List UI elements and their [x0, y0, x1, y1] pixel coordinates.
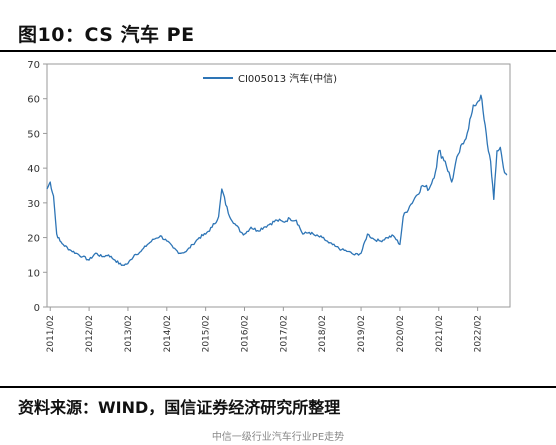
x-tick-label: 2019/02 — [357, 315, 367, 352]
source-note: 资料来源：WIND，国信证券经济研究所整理 — [18, 398, 341, 417]
figure-title: 图10：CS 汽车 PE — [18, 24, 195, 46]
y-tick-label: 0 — [34, 303, 40, 314]
x-tick-label: 2016/02 — [241, 315, 251, 352]
y-tick-label: 10 — [27, 268, 40, 279]
legend-label: CI005013 汽车(中信) — [238, 72, 337, 85]
x-tick-label: 2014/02 — [163, 315, 173, 352]
y-tick-label: 70 — [27, 60, 40, 71]
x-tick-label: 2017/02 — [279, 315, 289, 352]
x-tick-label: 2015/02 — [202, 315, 212, 352]
footer-caption: 中信一级行业汽车行业PE走势 — [211, 432, 345, 443]
x-tick-label: 2020/02 — [396, 315, 406, 352]
x-tick-label: 2012/02 — [85, 315, 95, 352]
x-tick-label: 2011/02 — [46, 315, 56, 352]
x-tick-label: 2018/02 — [318, 315, 328, 352]
y-tick-label: 40 — [27, 164, 40, 175]
x-tick-label: 2022/02 — [474, 315, 484, 352]
plot-frame — [46, 63, 511, 308]
source-rule — [0, 386, 556, 388]
x-tick-label: 2021/02 — [435, 315, 445, 352]
series-line — [46, 94, 508, 267]
pe-line-chart: 0 10 20 30 40 50 60 70 2011/02 2012/02 2013/02 2014… — [27, 60, 511, 352]
title-rule — [0, 50, 556, 52]
x-tick-label: 2013/02 — [124, 315, 134, 352]
y-tick-label: 30 — [27, 199, 40, 210]
y-tick-label: 60 — [27, 95, 40, 106]
y-tick-label: 20 — [27, 234, 40, 245]
y-tick-label: 50 — [27, 129, 40, 140]
